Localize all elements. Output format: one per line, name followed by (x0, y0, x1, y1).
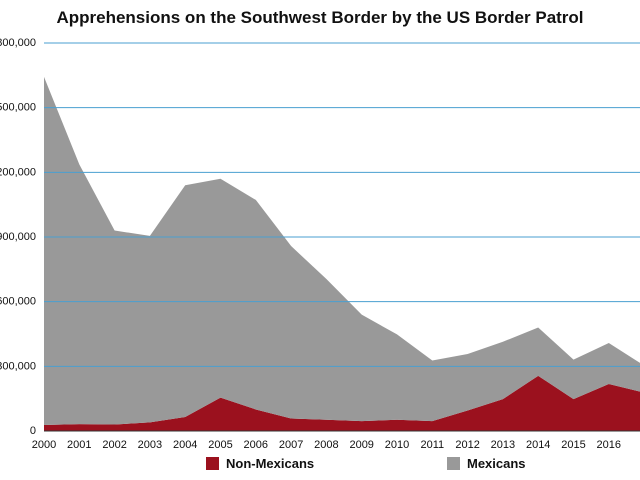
x-tick-label: 2006 (244, 439, 268, 451)
x-tick-label: 2008 (314, 439, 338, 451)
x-tick-label: 2016 (597, 439, 621, 451)
x-tick-label: 2010 (385, 439, 409, 451)
x-tick-label: 2005 (208, 439, 232, 451)
legend-label-mexicans: Mexicans (467, 456, 526, 471)
legend-swatch-non-mexicans (206, 457, 219, 470)
y-tick-label: 1,800,000 (0, 37, 36, 49)
x-tick-label: 2011 (420, 439, 444, 451)
y-tick-label: 300,000 (0, 360, 36, 372)
chart-title: Apprehensions on the Southwest Border by… (56, 8, 584, 27)
x-tick-label: 2012 (455, 439, 479, 451)
area-mexicans (44, 76, 640, 425)
legend-swatch-mexicans (447, 457, 460, 470)
x-tick-label: 2004 (173, 439, 197, 451)
x-tick-label: 2007 (279, 439, 303, 451)
y-tick-label: 900,000 (0, 231, 36, 243)
x-tick-label: 2013 (491, 439, 515, 451)
y-tick-label: 1,200,000 (0, 166, 36, 178)
x-tick-label: 2015 (561, 439, 585, 451)
x-tick-label: 2000 (32, 439, 56, 451)
legend-label-non-mexicans: Non-Mexicans (226, 456, 315, 471)
legend-item-mexicans: Mexicans (447, 456, 526, 471)
y-tick-label: 600,000 (0, 296, 36, 308)
area-non-mexicans (44, 375, 640, 431)
y-tick-label: 0 (30, 425, 36, 437)
legend-item-non-mexicans: Non-Mexicans (206, 456, 314, 471)
x-tick-label: 2003 (138, 439, 162, 451)
x-tick-label: 2002 (102, 439, 126, 451)
x-tick-label: 2009 (349, 439, 373, 451)
x-tick-label: 2001 (67, 439, 91, 451)
x-tick-label: 2014 (526, 439, 550, 451)
y-tick-label: 1,500,000 (0, 102, 36, 114)
